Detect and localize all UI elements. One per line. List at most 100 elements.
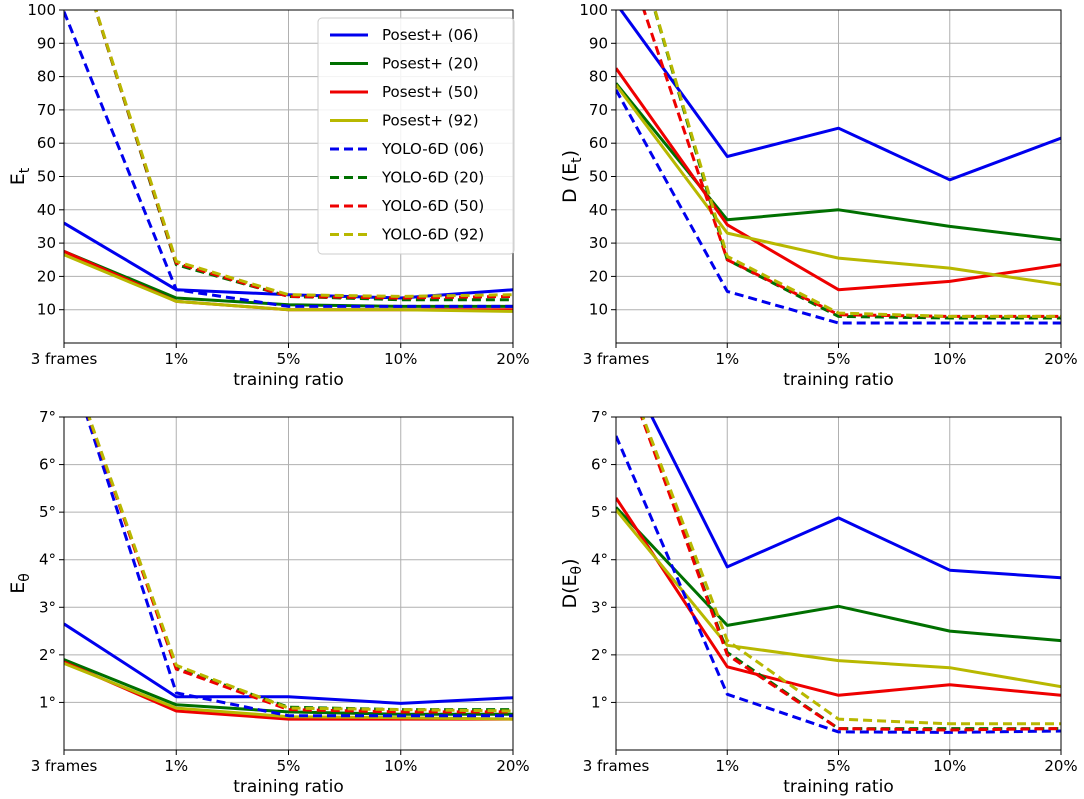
x-tick-label: 20% (1044, 350, 1077, 368)
series-line-yolo-6d-06 (616, 89, 1061, 325)
y-axis-label: Eθ (7, 573, 33, 594)
legend-label: YOLO-6D (50) (381, 197, 484, 215)
y-tick-label: 5° (39, 503, 56, 521)
axes-frame (63, 416, 514, 751)
series-line-yolo-6d-50 (642, 10, 1061, 318)
y-tick-label: 60 (589, 134, 608, 152)
y-tick-label: 5° (591, 503, 608, 521)
series-line-posest-92 (616, 83, 1061, 287)
y-tick-label: 3° (591, 598, 608, 616)
x-axis-label: training ratio (233, 777, 343, 797)
x-tick-label: 10% (933, 350, 966, 368)
x-axis-label: training ratio (783, 370, 893, 390)
legend-label: YOLO-6D (92) (381, 226, 484, 244)
y-tick-label: 70 (37, 101, 56, 119)
series-line-yolo-6d-92 (641, 417, 1061, 726)
series-line-posest-06 (64, 622, 513, 705)
x-tick-label: 3 frames (583, 757, 650, 775)
series-line-posest-06 (650, 417, 1061, 580)
series-line-yolo-6d-92 (94, 10, 513, 298)
y-tick-label: 7° (39, 408, 56, 426)
y-tick-label: 100 (579, 1, 608, 19)
series-line-posest-92 (64, 253, 513, 313)
x-tick-label: 1% (715, 757, 739, 775)
y-tick-label: 90 (37, 34, 56, 52)
series-group (64, 417, 513, 721)
y-tick-label: 70 (589, 101, 608, 119)
x-tick-label: 5% (277, 350, 301, 368)
x-tick-label: 5% (827, 350, 851, 368)
y-tick-label: 80 (589, 68, 608, 86)
series-group (616, 10, 1061, 325)
y-axis-label: D(Eθ) (559, 558, 585, 608)
y-tick-label: 100 (27, 1, 56, 19)
x-tick-label: 10% (384, 350, 417, 368)
legend-label: YOLO-6D (20) (381, 169, 484, 187)
series-line-yolo-6d-92 (87, 417, 513, 713)
subplot-2: 3 frames 1% 5% 10% 20% 10 20 30 40 50 60 70 80 90 100 t… (559, 1, 1078, 390)
series-line-yolo-6d-20 (94, 10, 513, 302)
y-tick-label: 90 (589, 34, 608, 52)
y-tick-label: 10 (589, 301, 608, 319)
series-line-posest-50 (616, 67, 1061, 292)
legend: Posest+ (06) Posest+ (20) Posest+ (50) Pose… (317, 17, 515, 255)
legend-label: Posest+ (06) (382, 26, 479, 44)
x-tick-label: 5% (827, 757, 851, 775)
y-tick-label: 2° (591, 646, 608, 664)
x-tick-label: 3 frames (31, 350, 98, 368)
x-tick-label: 1% (164, 757, 188, 775)
y-tick-label: 6° (39, 456, 56, 474)
x-tick-label: 5% (277, 757, 301, 775)
x-tick-label: 20% (1044, 757, 1077, 775)
legend-label: Posest+ (92) (382, 112, 479, 130)
y-tick-label: 10 (37, 301, 56, 319)
x-tick-label: 3 frames (31, 757, 98, 775)
y-tick-label: 4° (591, 551, 608, 569)
y-tick-label: 20 (589, 267, 608, 285)
x-tick-label: 20% (496, 757, 529, 775)
y-tick-label: 80 (37, 68, 56, 86)
x-tick-label: 1% (164, 350, 188, 368)
series-line-yolo-6d-06 (85, 417, 513, 718)
series-line-yolo-6d-92 (653, 10, 1061, 318)
y-tick-label: 40 (589, 201, 608, 219)
x-tick-label: 10% (384, 757, 417, 775)
axes-frame (615, 416, 1062, 751)
axes-frame (615, 9, 1062, 344)
y-tick-label: 50 (589, 168, 608, 186)
y-axis-label: Et (7, 167, 33, 185)
y-tick-label: 40 (37, 201, 56, 219)
x-axis-label: training ratio (783, 777, 893, 797)
y-tick-label: 60 (37, 134, 56, 152)
subplot-3: 3 frames 1% 5% 10% 20% 1° 2° 3° 4° 5° 6° 7° training… (7, 408, 530, 797)
series-line-yolo-6d-50 (640, 417, 1061, 732)
x-axis-label: training ratio (233, 370, 343, 390)
series-line-posest-20 (64, 658, 513, 716)
x-tick-label: 1% (715, 350, 739, 368)
subplot-1: 3 frames 1% 5% 10% 20% 10 20 30 40 50 60 70 80 90 100 t… (7, 1, 530, 390)
y-tick-label: 1° (591, 693, 608, 711)
series-line-yolo-6d-20 (653, 10, 1061, 320)
y-tick-label: 2° (39, 646, 56, 664)
series-line-posest-92 (616, 508, 1061, 689)
y-axis-label: D (Et) (559, 150, 585, 203)
y-tick-label: 4° (39, 551, 56, 569)
series-line-posest-20 (616, 506, 1061, 643)
subplot-4: 3 frames 1% 5% 10% 20% 1° 2° 3° 4° 5° 6° 7° training… (559, 408, 1078, 797)
y-tick-label: 50 (37, 168, 56, 186)
y-tick-label: 1° (39, 693, 56, 711)
y-tick-label: 30 (37, 234, 56, 252)
legend-label: Posest+ (50) (382, 83, 479, 101)
legend-label: Posest+ (20) (382, 55, 479, 73)
y-tick-label: 7° (591, 408, 608, 426)
y-tick-label: 6° (591, 456, 608, 474)
y-tick-label: 20 (37, 267, 56, 285)
series-line-yolo-6d-06 (616, 435, 1061, 734)
series-group (64, 10, 513, 313)
x-tick-label: 20% (496, 350, 529, 368)
legend-label: YOLO-6D (06) (381, 140, 484, 158)
series-group (616, 417, 1061, 734)
x-tick-label: 3 frames (583, 350, 650, 368)
y-tick-label: 3° (39, 598, 56, 616)
